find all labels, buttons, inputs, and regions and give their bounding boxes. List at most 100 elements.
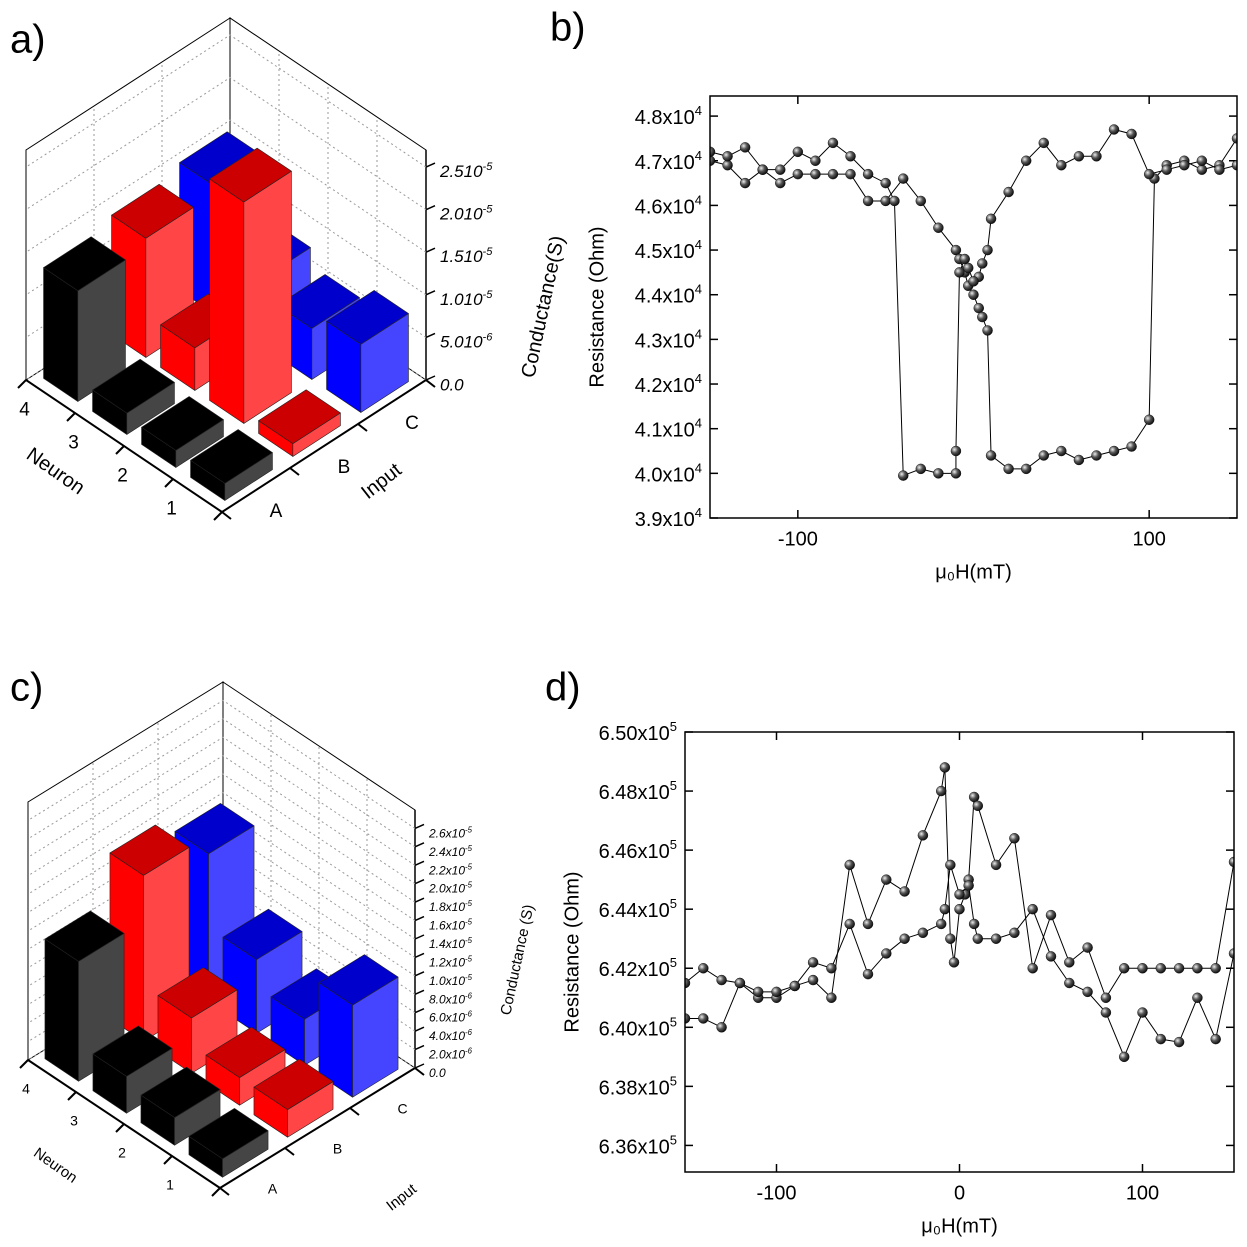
z-tick <box>425 332 436 339</box>
grid-line <box>27 736 416 866</box>
data-point <box>968 918 980 930</box>
data-point <box>954 903 965 915</box>
data-point <box>845 168 856 180</box>
z-tick-label: 2.0x10-6 <box>428 1046 473 1062</box>
z-tick-label: 2.010-5 <box>439 204 493 225</box>
y-tick-label: 4.0x104 <box>635 460 702 486</box>
panel-label: b) <box>550 6 586 50</box>
bar-top <box>205 1026 286 1078</box>
data-point <box>1064 957 1075 968</box>
data-point <box>1020 155 1032 166</box>
data-point <box>1155 963 1167 974</box>
y-tick-label: 3.9x104 <box>635 505 702 531</box>
z-axis-title: Conductance(S) <box>518 234 570 380</box>
y-tick-label: 6.50x105 <box>599 719 677 745</box>
data-point <box>899 933 910 944</box>
y-tick-label: B <box>333 1141 342 1157</box>
panel-label: d) <box>545 666 581 710</box>
z-tick <box>414 1044 425 1051</box>
data-point <box>1108 445 1120 457</box>
data-point <box>722 151 733 162</box>
y-tick-label: 4.6x104 <box>635 192 702 218</box>
data-point <box>936 918 947 930</box>
data-point <box>1003 186 1014 198</box>
data-point <box>1020 463 1032 475</box>
data-point <box>968 791 980 803</box>
data-point <box>959 253 970 265</box>
data-point <box>1161 164 1172 175</box>
data-point <box>739 177 751 189</box>
z-tick <box>414 915 425 922</box>
grid-line <box>27 718 416 848</box>
z-tick-label: 1.0x10-5 <box>429 972 473 988</box>
z-tick-label: 2.2x10-5 <box>428 862 473 878</box>
data-point <box>1210 963 1221 974</box>
z-tick-label: 1.510-5 <box>440 246 493 267</box>
data-point <box>771 986 782 998</box>
bar-top <box>318 954 399 1006</box>
grid-line <box>25 119 427 253</box>
data-point <box>985 213 997 225</box>
z-tick <box>414 1026 425 1032</box>
data-point <box>939 762 951 773</box>
y-tick-label: A <box>268 1181 278 1197</box>
data-point <box>685 977 691 989</box>
data-point <box>985 450 997 461</box>
data-point <box>844 859 855 871</box>
y-tick-label: 4.3x104 <box>635 326 702 352</box>
plot-frame <box>684 731 1235 1173</box>
data-point <box>722 160 733 171</box>
axis-tick <box>67 1091 77 1101</box>
z-tick <box>425 162 436 168</box>
data-point <box>1091 450 1102 461</box>
axis-tick <box>163 1155 173 1165</box>
data-point <box>1045 951 1057 962</box>
bar-top <box>222 908 303 960</box>
data-point <box>1003 463 1014 475</box>
data-point <box>775 164 786 175</box>
y-tick-label: C <box>405 413 419 434</box>
data-point <box>1027 963 1038 974</box>
z-tick-label: 1.8x10-5 <box>429 899 473 915</box>
x-axis-title: μ₀H(mT) <box>935 561 1011 583</box>
plot-area <box>710 124 1237 481</box>
data-point <box>1192 992 1203 1003</box>
data-point <box>972 933 983 944</box>
axis-tick <box>284 1147 295 1156</box>
z-tick <box>414 952 425 959</box>
z-tick-label: 0.0 <box>429 1066 446 1080</box>
grid-line <box>27 699 416 829</box>
data-point <box>881 874 892 885</box>
z-tick-label: 4.0x10-6 <box>429 1028 473 1044</box>
data-point <box>936 785 947 797</box>
data-point <box>827 137 839 149</box>
bar-top <box>44 910 125 962</box>
y-tick-label: 6.38x105 <box>599 1073 677 1099</box>
data-point <box>898 173 909 184</box>
data-point <box>1126 441 1137 452</box>
y-axis <box>219 1067 416 1189</box>
bar-top <box>190 429 273 484</box>
axis-tick <box>414 1067 425 1076</box>
data-point <box>1228 856 1234 868</box>
z-tick-label: 2.4x10-5 <box>428 843 473 859</box>
data-point <box>915 195 926 207</box>
bar-top <box>253 1058 334 1110</box>
data-point <box>950 468 962 479</box>
y-axis-title: Resistance (Ohm) <box>586 226 608 387</box>
bar-face <box>243 170 292 424</box>
z-tick-label: 8.0x10-6 <box>429 991 473 1007</box>
data-point <box>792 146 804 158</box>
z-tick <box>414 860 425 866</box>
axis-tick <box>17 379 27 389</box>
data-point <box>1045 909 1057 921</box>
data-point <box>1027 903 1038 915</box>
z-tick-label: 2.0x10-5 <box>428 880 473 896</box>
data-point <box>945 933 956 944</box>
data-point <box>810 168 821 180</box>
axis-tick <box>349 1107 360 1116</box>
data-point <box>710 155 716 166</box>
data-point <box>948 957 960 968</box>
y-tick-label: C <box>397 1101 407 1117</box>
x-tick-label: 1 <box>166 499 177 520</box>
